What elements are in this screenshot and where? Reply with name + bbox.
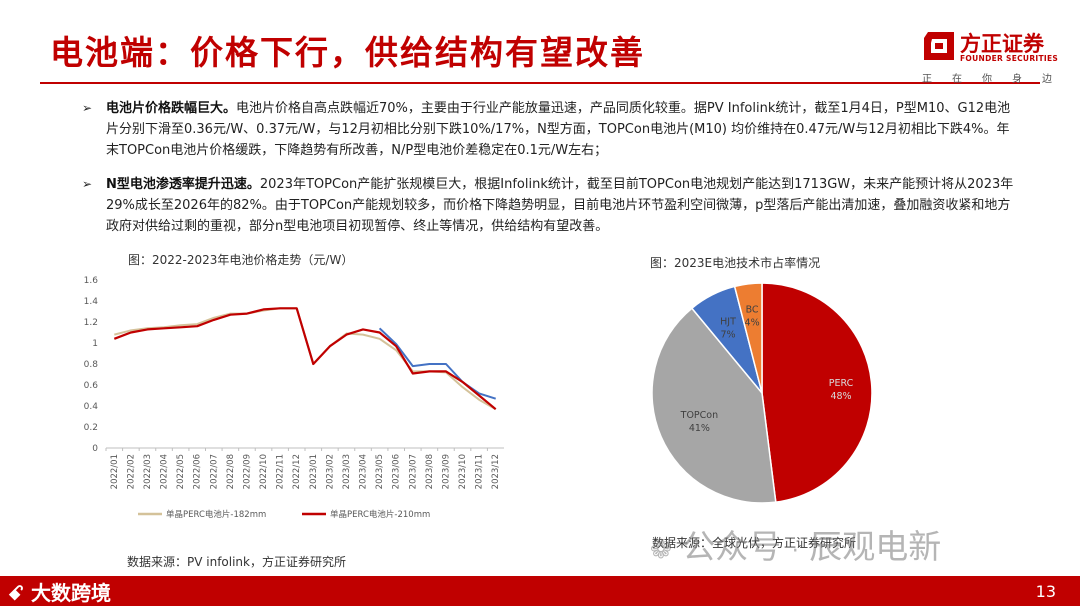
source-note-right: 数据来源：全球光伏，方正证券研究所 — [652, 536, 857, 550]
pie-slice-percent: 48% — [830, 391, 851, 402]
pie-slice-percent: 41% — [689, 423, 710, 434]
x-tick-label: 2022/01 — [110, 454, 120, 489]
pie-slice-label: HJT — [720, 316, 736, 327]
pie-chart-caption: 图：2023E电池技术市占率情况 — [650, 256, 821, 270]
x-tick-label: 2022/06 — [193, 454, 203, 489]
y-tick-label: 1.2 — [84, 318, 98, 328]
bullet-body: 电池片价格自高点跌幅近70%，主要由于行业产能放量迅速，产品同质化较重。据PV … — [106, 101, 1011, 158]
x-tick-label: 2023/10 — [458, 454, 468, 489]
x-tick-label: 2023/04 — [359, 454, 369, 489]
wechat-icon: ❁ — [650, 535, 672, 565]
pie-slice-percent: 4% — [745, 317, 760, 328]
y-tick-label: 0.6 — [84, 381, 99, 391]
y-tick-label: 1 — [92, 339, 98, 349]
x-tick-label: 2022/11 — [276, 454, 286, 489]
slogan-char: 正 — [922, 74, 932, 85]
x-tick-label: 2023/01 — [309, 454, 319, 489]
logo-chinese-name: 方正证券 — [960, 32, 1044, 56]
page-number: 13 — [1035, 582, 1056, 601]
x-tick-label: 2022/12 — [292, 454, 302, 489]
x-tick-label: 2023/06 — [392, 454, 402, 489]
pie-slice-label: TOPCon — [680, 410, 718, 421]
footer-brand-text: 大数跨境 — [30, 581, 111, 605]
bullet-price-decline: ➢ 电池片价格跌幅巨大。电池片价格自高点跌幅近70%，主要由于行业产能放量迅速，… — [82, 98, 1014, 161]
watermark-text: 公众号 — [682, 527, 782, 566]
footer-bar: ꗃ 大数跨境 13 — [0, 576, 1080, 606]
arrow-bullet-icon: ➢ — [82, 177, 93, 191]
founder-logo: 方正证券 FOUNDER SECURITIES 正 在 你 身 边 — [922, 28, 1062, 85]
series-line-topcon — [378, 327, 497, 400]
x-tick-label: 2022/03 — [143, 454, 153, 489]
bullet-ntype-penetration: ➢ N型电池渗透率提升迅速。2023年TOPCon产能扩张规模巨大，根据Info… — [82, 174, 1014, 237]
x-tick-label: 2023/05 — [375, 454, 385, 489]
arrow-bullet-icon: ➢ — [82, 101, 93, 115]
y-tick-label: 0.4 — [84, 402, 99, 412]
slogan-char: 身 — [1012, 74, 1022, 85]
pie-slice-topcon — [651, 307, 777, 504]
line-chart-caption: 图：2022-2023年电池价格走势（元/W） — [128, 253, 354, 267]
x-tick-label: 2023/07 — [408, 454, 418, 489]
x-tick-label: 2023/09 — [441, 454, 451, 489]
y-tick-label: 1.4 — [84, 297, 99, 307]
brand-logo-icon: ꗃ — [8, 581, 24, 605]
legend-label: 单晶PERC电池片-210mm — [330, 509, 430, 520]
bullet-body: 2023年TOPCon产能扩张规模巨大，根据Infolink统计，截至目前TOP… — [106, 177, 1014, 234]
pie-slice-label: BC — [746, 304, 759, 315]
y-tick-label: 1.6 — [84, 276, 99, 286]
legend-label: 单晶PERC电池片-182mm — [166, 509, 266, 520]
slogan-char: 在 — [952, 74, 962, 85]
x-tick-label: 2022/04 — [160, 454, 170, 489]
y-tick-label: 0.2 — [84, 423, 98, 433]
series-line-perc-210mm — [113, 307, 497, 411]
slogan-char: 你 — [982, 74, 992, 85]
x-tick-label: 2022/05 — [176, 454, 186, 489]
y-tick-label: 0 — [92, 444, 98, 454]
title-divider — [40, 82, 1040, 84]
x-tick-label: 2023/11 — [475, 454, 485, 489]
x-tick-label: 2023/03 — [342, 454, 352, 489]
x-tick-label: 2022/02 — [126, 454, 136, 489]
x-tick-label: 2022/10 — [259, 454, 269, 489]
y-tick-label: 0.8 — [84, 360, 99, 370]
logo-slogan: 正 在 你 身 边 — [922, 70, 1052, 85]
series-line-perc-182mm — [114, 307, 497, 411]
bullet-heading: 电池片价格跌幅巨大。 — [106, 101, 237, 116]
page-title: 电池端：价格下行，供给结构有望改善 — [50, 33, 645, 72]
x-tick-label: 2022/09 — [242, 454, 252, 489]
watermark-text: 辰观电新 — [809, 527, 942, 566]
pie-slice-perc — [761, 282, 873, 503]
battery-price-line-chart: 0 0.2 0.4 0.6 0.8 1 1.2 1.4 1.6 2022/01 2022/02 202… — [84, 276, 504, 520]
watermark: ❁ 公众号 · 辰观电新 — [650, 520, 941, 568]
battery-tech-share-pie-chart: PERC 48% TOPCon 41% HJT 7% BC 4% — [651, 282, 873, 504]
pie-slice-label: PERC — [829, 378, 854, 389]
bullet-heading: N型电池渗透率提升迅速。 — [106, 177, 260, 192]
x-tick-label: 2022/07 — [209, 454, 219, 489]
logo-english-name: FOUNDER SECURITIES — [960, 54, 1059, 63]
source-note-left: 数据来源：PV infolink，方正证券研究所 — [127, 555, 346, 569]
founder-logo-icon — [924, 32, 954, 60]
watermark-separator: · — [791, 539, 799, 564]
x-tick-label: 2022/08 — [226, 454, 236, 489]
footer-brand: ꗃ 大数跨境 — [8, 577, 111, 606]
x-tick-label: 2023/08 — [425, 454, 435, 489]
pie-slice-bc — [733, 282, 763, 394]
x-tick-label: 2023/12 — [491, 454, 501, 489]
pie-slice-percent: 7% — [721, 329, 736, 340]
x-tick-label: 2023/02 — [325, 454, 335, 489]
slogan-char: 边 — [1042, 74, 1052, 85]
